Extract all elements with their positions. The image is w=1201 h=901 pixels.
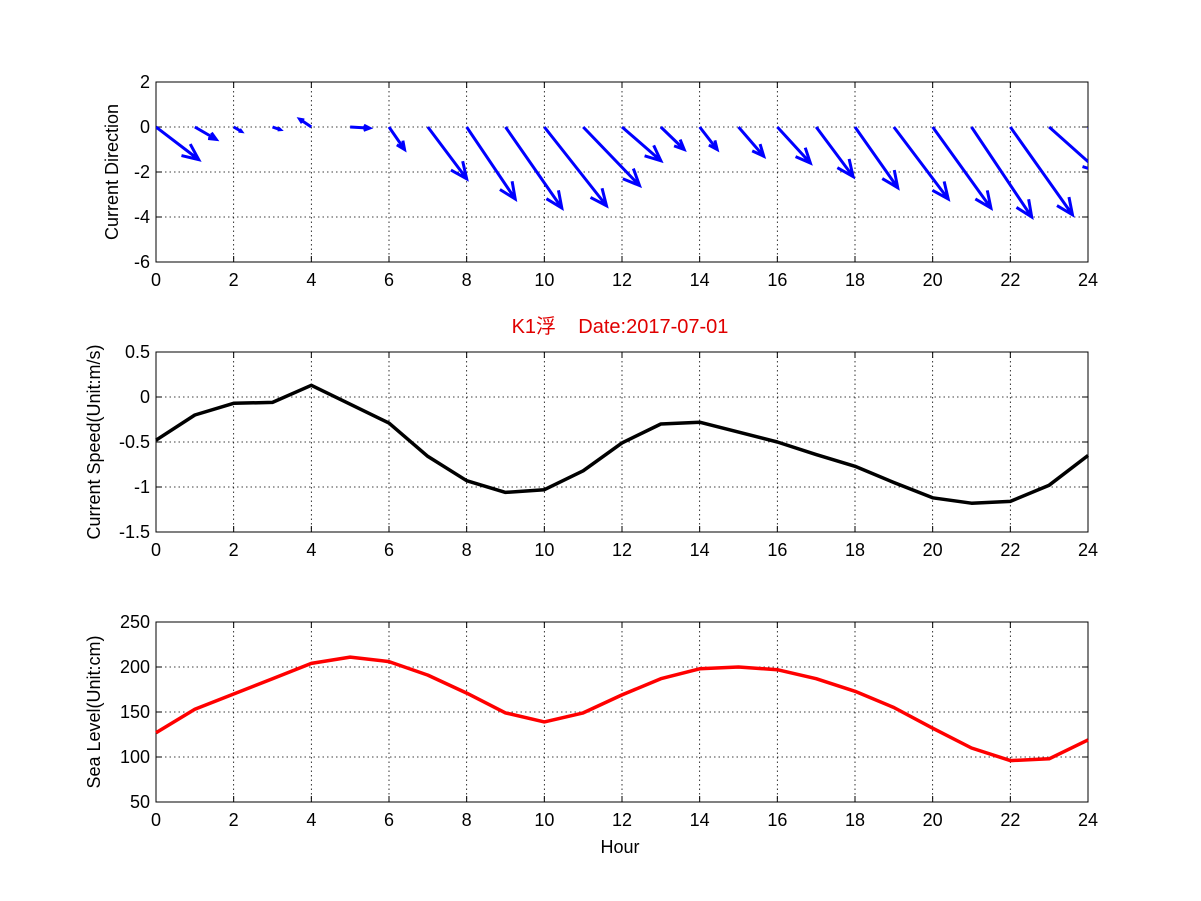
x-tick-label: 2 [229,270,239,290]
current-arrow [621,125,664,164]
y-tick-label: 0 [140,117,150,137]
x-tick-label: 10 [534,540,554,560]
quiver-arrows [156,117,1088,221]
x-tick-label: 0 [151,270,161,290]
current-arrow [350,123,374,132]
x-tick-label: 4 [306,270,316,290]
y-tick-label: -1.5 [119,522,150,542]
x-tick-label: 10 [534,810,554,830]
x-tick-label: 16 [767,810,787,830]
x-tick-label: 12 [612,810,632,830]
current-arrow [853,126,900,191]
current-arrow [737,126,767,160]
x-tick-label: 24 [1078,540,1098,560]
x-tick-label: 24 [1078,810,1098,830]
y-axis-label: Sea Level(Unit:cm) [84,635,104,788]
current-arrow [659,125,687,153]
current-arrow [296,117,313,129]
current-arrow [194,125,220,142]
current-arrow [698,126,720,153]
y-tick-label: 0 [140,387,150,407]
y-tick-label: -1 [134,477,150,497]
current-arrow [543,126,609,209]
grid [156,622,1088,802]
x-tick-label: 0 [151,810,161,830]
x-tick-label: 6 [384,270,394,290]
sea-level-series [155,655,1089,763]
current-arrow [426,126,469,182]
series-line [155,655,1089,763]
y-tick-label: 100 [120,747,150,767]
y-tick-label: -0.5 [119,432,150,452]
current-arrow [387,126,407,153]
x-tick-label: 16 [767,270,787,290]
x-tick-label: 4 [306,540,316,560]
current-speed-axes: 0 2 4 6 8 10 12 14 16 18 20 22 24-1.5-1-0.500.5 Curr… [84,342,1098,560]
x-tick-label: 16 [767,540,787,560]
y-axis-label: Current Direction [102,104,122,240]
chart-title: K1浮 Date:2017-07-01 [512,315,729,338]
current-arrow [776,125,813,166]
y-tick-label: -4 [134,207,150,227]
y-tick-label: -6 [134,252,150,272]
x-tick-label: 8 [462,270,472,290]
y-tick-label: 150 [120,702,150,722]
current-arrow [465,126,518,203]
current-arrow [232,125,245,134]
x-tick-label: 18 [845,810,865,830]
x-tick-label: 12 [612,270,632,290]
x-tick-label: 2 [229,810,239,830]
x-tick-label: 2 [229,540,239,560]
current-arrow [504,126,564,212]
y-tick-label: 50 [130,792,150,812]
series-line [155,383,1090,505]
x-tick-label: 4 [306,810,316,830]
y-tick-label: -2 [134,162,150,182]
ticks: 0 2 4 6 8 10 12 14 16 18 20 22 24-1.5-1-0.500.5 [119,342,1098,560]
x-tick-label: 22 [1000,270,1020,290]
y-tick-label: 200 [120,657,150,677]
x-tick-label: 6 [384,540,394,560]
x-tick-label: 20 [923,270,943,290]
x-tick-label: 8 [462,540,472,560]
speed-series [155,383,1090,505]
x-tick-label: 22 [1000,540,1020,560]
x-tick-label: 20 [923,540,943,560]
ticks: 0 2 4 6 8 10 12 14 16 18 20 22 24-6-4-202 [134,72,1098,290]
x-tick-label: 8 [462,810,472,830]
x-axis-label: Hour [600,837,639,857]
y-tick-label: 250 [120,612,150,632]
grid [156,82,1088,262]
current-direction-axes: 0 2 4 6 8 10 12 14 16 18 20 22 24-6-4-202 Current Di… [102,72,1098,290]
current-arrow [156,125,202,162]
x-tick-label: 0 [151,540,161,560]
x-tick-label: 14 [690,810,710,830]
y-axis-label: Current Speed(Unit:m/s) [84,344,104,539]
current-arrow [1009,126,1075,218]
current-arrow [1087,127,1088,129]
x-tick-label: 14 [690,270,710,290]
x-tick-label: 14 [690,540,710,560]
current-arrow [931,126,994,211]
y-tick-label: 0.5 [125,342,150,362]
x-tick-label: 18 [845,270,865,290]
current-arrow [582,125,643,189]
x-tick-label: 22 [1000,810,1020,830]
current-arrow [892,126,951,202]
current-arrow [272,125,284,132]
x-tick-label: 12 [612,540,632,560]
current-arrow [1048,125,1088,170]
x-tick-label: 18 [845,540,865,560]
x-tick-label: 20 [923,810,943,830]
current-arrow [814,126,856,180]
y-tick-label: 2 [140,72,150,92]
x-tick-label: 10 [534,270,554,290]
x-tick-label: 6 [384,810,394,830]
x-tick-label: 24 [1078,270,1098,290]
current-arrow [970,126,1034,221]
